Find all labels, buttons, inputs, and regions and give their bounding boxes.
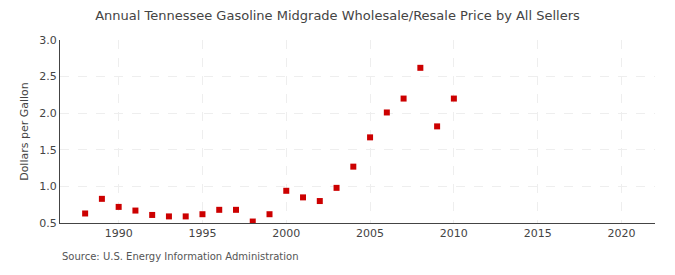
svg-text:Dollars per Gallon: Dollars per Gallon xyxy=(18,82,31,181)
svg-text:3.0: 3.0 xyxy=(39,34,57,47)
svg-text:2015: 2015 xyxy=(524,227,552,240)
svg-text:2020: 2020 xyxy=(607,227,635,240)
svg-text:Annual Tennessee Gasoline Midg: Annual Tennessee Gasoline Midgrade Whole… xyxy=(95,8,580,23)
svg-text:2.0: 2.0 xyxy=(39,107,57,120)
svg-text:1995: 1995 xyxy=(188,227,216,240)
svg-text:2010: 2010 xyxy=(440,227,468,240)
svg-text:Source: U.S. Energy Informatio: Source: U.S. Energy Information Administ… xyxy=(62,251,299,262)
svg-text:1.0: 1.0 xyxy=(39,180,57,193)
svg-text:0.5: 0.5 xyxy=(39,217,57,230)
svg-text:1.5: 1.5 xyxy=(39,144,57,157)
svg-text:1990: 1990 xyxy=(105,227,133,240)
svg-text:2000: 2000 xyxy=(272,227,300,240)
svg-text:2005: 2005 xyxy=(356,227,384,240)
svg-text:2.5: 2.5 xyxy=(39,70,57,83)
